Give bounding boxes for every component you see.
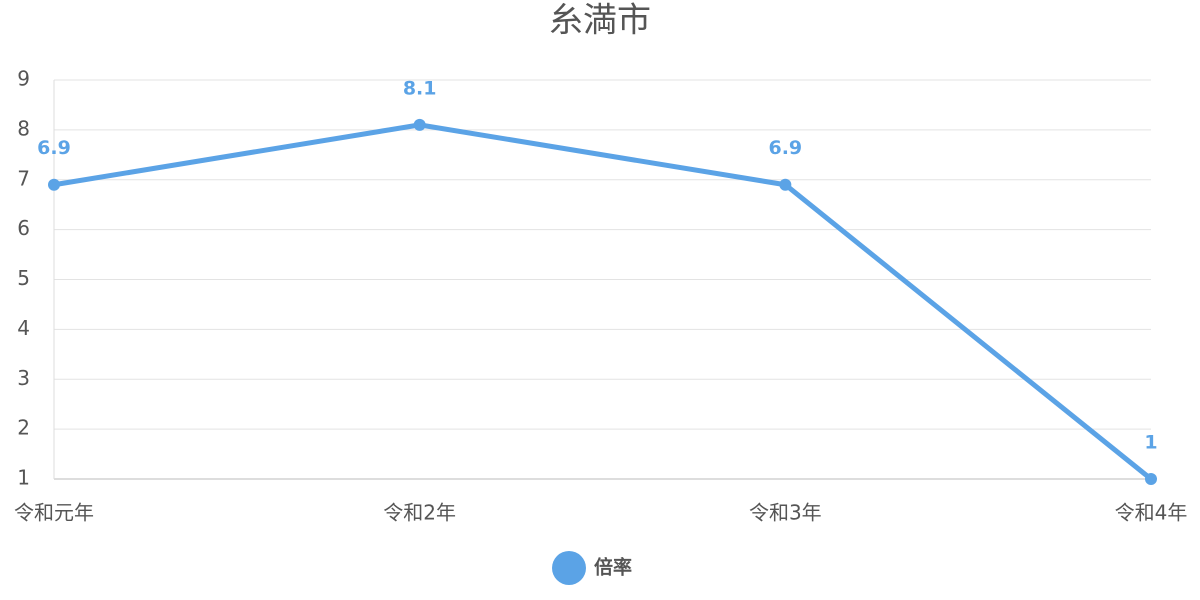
y-tick-label: 1 bbox=[17, 466, 30, 490]
x-tick-label: 令和3年 bbox=[749, 501, 822, 525]
y-tick-label: 8 bbox=[17, 116, 30, 140]
point bbox=[779, 178, 792, 191]
chart-title: 糸満市 bbox=[549, 1, 651, 41]
x-tick-label: 令和4年 bbox=[1115, 501, 1188, 525]
point bbox=[48, 178, 60, 191]
point bbox=[413, 118, 426, 131]
data-label: 6.9 bbox=[768, 137, 802, 159]
x-tick-label: 令和2年 bbox=[383, 501, 456, 525]
y-tick-label: 3 bbox=[17, 366, 30, 390]
data-label: 8.1 bbox=[403, 77, 437, 99]
legend-marker bbox=[552, 551, 586, 585]
y-tick-label: 6 bbox=[17, 216, 30, 240]
y-tick-label: 5 bbox=[17, 266, 30, 290]
data-label: 6.9 bbox=[37, 137, 71, 159]
y-tick-label: 7 bbox=[17, 166, 30, 190]
legend-label: 倍率 bbox=[594, 556, 632, 579]
data-label: 1 bbox=[1144, 432, 1157, 454]
y-tick-label: 4 bbox=[17, 316, 30, 340]
x-tick-label: 令和元年 bbox=[14, 501, 94, 525]
line bbox=[53, 122, 1153, 481]
point bbox=[1145, 473, 1157, 485]
y-tick-label: 9 bbox=[17, 67, 30, 91]
y-tick-label: 2 bbox=[17, 416, 30, 440]
